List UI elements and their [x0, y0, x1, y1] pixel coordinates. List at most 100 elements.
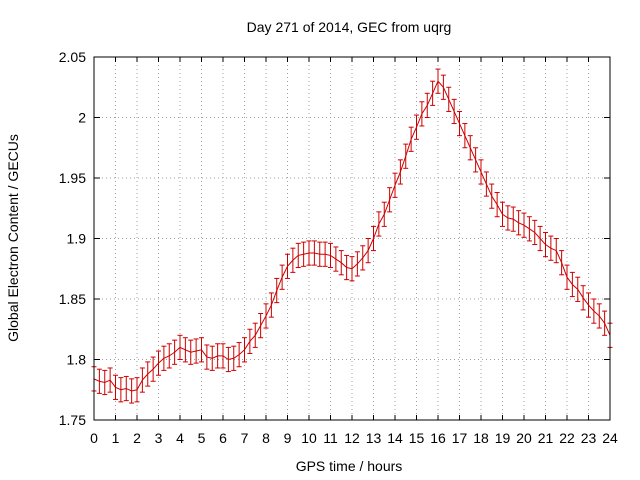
data-point	[596, 303, 602, 329]
x-tick-label: 19	[495, 430, 511, 446]
data-point	[489, 183, 495, 209]
x-tick-label: 12	[344, 430, 360, 446]
data-point	[365, 238, 371, 264]
data-point	[338, 250, 344, 276]
data-point	[231, 345, 237, 371]
data-point	[381, 201, 387, 227]
data-point	[591, 298, 597, 324]
x-tick-label: 16	[430, 430, 446, 446]
x-tick-label: 23	[581, 430, 597, 446]
y-tick-label: 2	[78, 110, 86, 126]
data-point	[424, 92, 430, 118]
plot-frame	[93, 56, 611, 421]
data-point	[166, 343, 172, 369]
data-point	[268, 292, 274, 318]
y-tick-label: 2.05	[59, 49, 86, 65]
data-point	[414, 114, 419, 140]
data-point	[440, 74, 446, 100]
data-point	[258, 313, 264, 339]
data-point	[188, 339, 194, 365]
data-point	[220, 343, 226, 369]
data-point	[290, 247, 296, 273]
y-tick-label: 1.85	[59, 291, 86, 307]
series-line	[93, 80, 611, 392]
data-point	[107, 367, 113, 393]
data-point	[392, 172, 398, 198]
data-point	[225, 346, 231, 373]
data-point	[263, 303, 269, 329]
data-point	[467, 135, 473, 161]
y-tick-label: 1.8	[67, 352, 87, 368]
x-tick-label: 11	[323, 430, 338, 446]
data-point	[387, 187, 393, 213]
data-point	[96, 368, 102, 394]
chart-title: Day 271 of 2014, GEC from uqrg	[247, 19, 452, 35]
data-point	[446, 86, 452, 112]
data-point	[360, 245, 366, 271]
data-point	[575, 276, 581, 302]
data-point	[279, 264, 285, 290]
data-point	[199, 337, 204, 363]
data-point	[371, 225, 376, 252]
data-point	[204, 344, 210, 370]
data-point	[349, 256, 355, 282]
data-point	[274, 277, 280, 304]
x-tick-label: 13	[366, 430, 382, 446]
data-point	[478, 159, 484, 185]
data-point	[177, 334, 183, 360]
x-tick-label: 6	[219, 430, 227, 446]
y-tick-label: 1.75	[59, 412, 86, 428]
data-point	[209, 345, 215, 371]
data-point	[129, 378, 135, 404]
data-point	[526, 216, 532, 242]
data-point	[134, 377, 140, 403]
data-point	[500, 201, 505, 227]
data-point	[457, 110, 462, 137]
data-point	[553, 238, 559, 264]
x-tick-label: 0	[90, 430, 98, 446]
data-point	[521, 212, 527, 238]
data-point	[182, 337, 188, 363]
data-point	[505, 205, 511, 231]
data-point	[311, 240, 317, 266]
x-tick-label: 3	[155, 430, 163, 446]
data-point	[602, 310, 608, 336]
x-tick-label: 1	[112, 430, 120, 446]
y-axis-title: Global Electron Content / GECUs	[5, 134, 21, 342]
data-point	[306, 240, 312, 266]
x-tick-label: 22	[559, 430, 575, 446]
data-point	[285, 253, 290, 279]
data-point	[295, 242, 301, 269]
y-tick-label: 1.95	[59, 170, 86, 186]
x-tick-label: 20	[516, 430, 532, 446]
data-point	[150, 356, 156, 382]
x-tick-label: 7	[241, 430, 249, 446]
data-point	[242, 337, 247, 363]
data-point	[430, 80, 436, 106]
data-point	[543, 231, 548, 258]
data-point	[102, 369, 108, 396]
data-point	[333, 246, 339, 272]
x-tick-label: 15	[409, 430, 425, 446]
data-point	[559, 250, 565, 276]
data-point	[123, 375, 129, 402]
x-axis-title: GPS time / hours	[296, 458, 403, 474]
data-point	[473, 147, 479, 173]
x-tick-label: 14	[387, 430, 403, 446]
x-tick-label: 10	[301, 430, 317, 446]
data-point	[516, 210, 522, 236]
data-point	[322, 241, 328, 267]
data-point	[532, 219, 538, 246]
data-point	[172, 339, 178, 365]
x-tick-label: 5	[198, 430, 206, 446]
data-point	[145, 361, 151, 387]
x-tick-label: 9	[284, 430, 292, 446]
axis-ticks	[93, 56, 611, 421]
data-point	[537, 225, 543, 252]
y-tick-labels: 1.75 1.8 1.85 1.9 1.95 2 2.05	[59, 49, 86, 428]
data-point	[301, 241, 307, 267]
data-point	[247, 328, 253, 354]
data-point	[408, 126, 414, 152]
x-tick-label: 2	[133, 430, 141, 446]
data-point	[494, 192, 500, 218]
